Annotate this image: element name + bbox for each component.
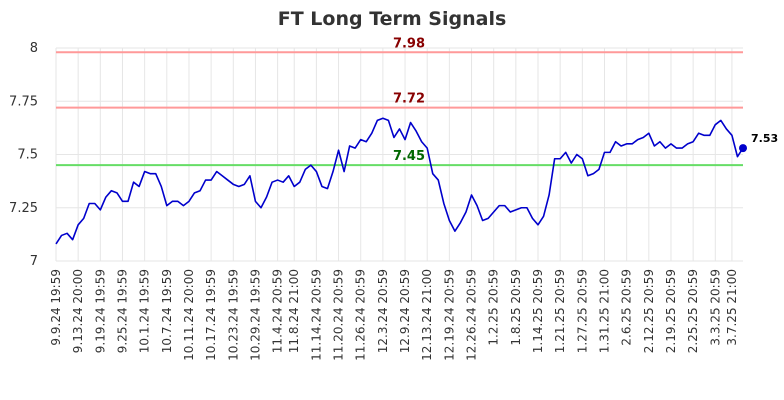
x-tick-label: 12.26.24 20:59 [465,269,479,361]
x-tick-label: 10.7.24 19:59 [160,269,174,353]
last-value-label: 7.53 [751,132,778,145]
y-tick-label: 7.75 [9,94,38,109]
x-tick-label: 1.14.25 20:59 [531,269,545,353]
x-tick-label: 1.8.25 20:59 [509,269,523,346]
last-point-marker [739,144,747,153]
x-tick-label: 10.11.24 20:00 [182,269,196,361]
x-tick-label: 1.2.25 20:59 [487,269,501,346]
x-tick-label: 12.3.24 20:59 [376,269,390,353]
x-tick-label: 9.9.24 19:59 [49,269,63,346]
grid [55,47,743,262]
chart-title: FT Long Term Signals [278,8,507,30]
x-tick-label: 12.13.24 21:00 [420,269,434,361]
x-tick-label: 10.23.24 19:59 [226,269,240,361]
x-tick-label: 11.26.24 20:59 [354,269,368,361]
x-tick-label: 9.25.24 19:59 [115,269,129,353]
x-tick-label: 2.6.25 20:59 [620,269,634,346]
reference-label: 7.72 [393,92,425,107]
x-tick-label: 9.19.24 19:59 [93,269,107,353]
reference-label: 7.45 [393,149,425,164]
x-tick-label: 1.21.25 20:59 [553,269,567,353]
x-tick-label: 9.13.24 20:00 [71,269,85,353]
x-tick-label: 12.9.24 20:59 [398,269,412,353]
x-tick-label: 10.29.24 19:59 [248,269,262,361]
x-tick-label: 2.25.25 20:59 [686,269,700,353]
x-tick-label: 11.8.24 21:00 [287,269,301,353]
y-tick-label: 7 [30,254,38,269]
x-tick-label: 3.7.25 21:00 [725,269,739,346]
x-tick-label: 11.20.24 20:59 [332,269,346,361]
price-series-line [55,117,744,245]
x-tick-label: 10.17.24 19:59 [204,269,218,361]
x-tick-label: 11.4.24 20:59 [271,269,285,353]
x-tick-label: 12.19.24 20:59 [442,269,456,361]
x-tick-label: 3.3.25 20:59 [708,269,722,346]
x-tick-label: 11.14.24 20:59 [309,269,323,361]
y-tick-label: 7.25 [9,201,38,216]
x-tick-label: 2.19.25 20:59 [664,269,678,353]
x-tick-label: 2.12.25 20:59 [642,269,656,353]
axes: 7 7.25 7.5 7.75 8 9.9.24 19:59 9.13.24 20:00 9.… [9,41,739,361]
y-tick-label: 7.5 [17,148,38,163]
x-tick-label: 1.31.25 21:00 [597,269,611,353]
y-tick-label: 8 [30,41,38,56]
x-tick-label: 10.1.24 19:59 [138,269,152,353]
x-tick-label: 1.27.25 20:59 [575,269,589,353]
reference-lines: 7.98 7.72 7.45 [56,36,743,167]
reference-label: 7.98 [393,36,425,51]
series-layer: 7.53 [55,117,778,245]
